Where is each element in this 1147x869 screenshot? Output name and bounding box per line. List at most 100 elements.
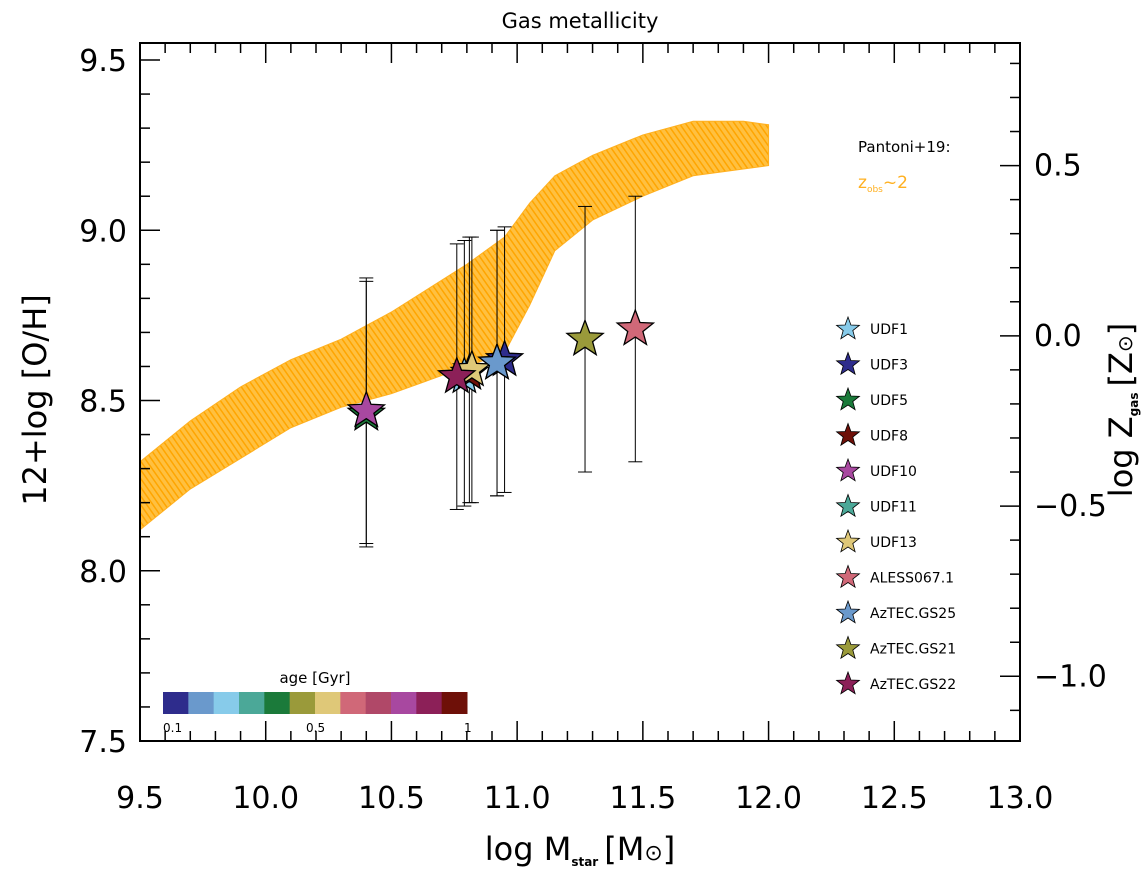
colorbar-swatch — [340, 692, 367, 714]
legend-entry-UDF5: UDF5 — [835, 386, 908, 411]
legend: UDF1 UDF3 UDF5 UDF8 UDF10 UDF11 UDF13 ALESS067.… — [835, 315, 956, 695]
x-tick-label: 10.5 — [358, 781, 425, 816]
legend-star-UDF13 — [835, 528, 861, 553]
star-marker-AzTEC.GS25 — [477, 342, 517, 380]
legend-entry-AzTEC.GS22: AzTEC.GS22 — [835, 670, 956, 695]
x-axis-sun-symbol: ⊙ — [644, 841, 662, 866]
colorbar-swatch — [416, 692, 443, 714]
legend-label-AzTEC.GS21: AzTEC.GS21 — [870, 642, 956, 658]
plot-frame — [139, 42, 1021, 742]
y2-axis-title: log Zgas [Z⊙] — [1102, 323, 1141, 497]
colorbar-swatch — [391, 692, 417, 714]
y2-tick-labels: 0.5 0.0 −0.5 −1.0 — [1034, 149, 1107, 695]
pantoni-band — [140, 120, 770, 531]
y-tick-label: 9.5 — [79, 44, 127, 79]
y2-axis-sun-symbol: ⊙ — [1113, 335, 1137, 352]
legend-star-UDF1 — [835, 315, 861, 340]
legend-entry-UDF10: UDF10 — [835, 457, 917, 482]
y-tick-labels: 7.5 8.0 8.5 9.0 9.5 — [79, 44, 127, 760]
legend-entry-UDF8: UDF8 — [835, 422, 908, 447]
x-axis-sub: star — [571, 855, 598, 869]
legend-label-AzTEC.GS25: AzTEC.GS25 — [870, 606, 956, 622]
legend-star-UDF11 — [835, 493, 861, 518]
colorbar-tick-0: 0.1 — [163, 721, 182, 735]
y2-tick-label: 0.0 — [1034, 319, 1082, 354]
x-tick-label: 10.0 — [232, 781, 299, 816]
x-tick-label: 12.0 — [735, 781, 802, 816]
colorbar-title: age [Gyr] — [279, 669, 350, 687]
legend-label-UDF3: UDF3 — [870, 358, 908, 374]
x-tick-label: 11.0 — [484, 781, 551, 816]
x-axis-main: log M — [485, 830, 572, 868]
colorbar-swatch — [365, 692, 392, 714]
band-note-z-sub: obs — [867, 185, 883, 195]
legend-star-UDF10 — [835, 457, 861, 482]
legend-entry-UDF3: UDF3 — [835, 351, 908, 376]
x-tick-label: 11.5 — [609, 781, 676, 816]
x-axis-unit-open: [M — [604, 830, 644, 868]
legend-star-UDF5 — [835, 386, 861, 411]
colorbar-ticks: 0.1 0.5 1 — [163, 721, 472, 735]
marker-layer — [346, 308, 656, 432]
band-note-z: zobs~2 — [858, 173, 908, 195]
y2-tick-label: −1.0 — [1034, 659, 1107, 694]
legend-entry-AzTEC.GS25: AzTEC.GS25 — [835, 599, 956, 624]
legend-entry-ALESS067.1: ALESS067.1 — [835, 564, 954, 589]
legend-entry-UDF11: UDF11 — [835, 493, 917, 518]
colorbar-swatch — [289, 692, 316, 714]
x-tick-label: 9.5 — [116, 781, 164, 816]
colorbar-swatch — [264, 692, 291, 714]
y-tick-label: 9.0 — [79, 214, 127, 249]
y2-tick-label: −0.5 — [1034, 489, 1107, 524]
legend-label-UDF5: UDF5 — [870, 393, 908, 409]
legend-label-UDF11: UDF11 — [870, 500, 917, 516]
y2-tick-label: 0.5 — [1034, 149, 1082, 184]
y2-axis-unit-open: [Z — [1102, 352, 1140, 386]
legend-star-ALESS067.1 — [835, 564, 861, 589]
legend-label-UDF1: UDF1 — [870, 322, 908, 338]
colorbar-swatch — [213, 692, 240, 714]
legend-star-AzTEC.GS21 — [835, 635, 861, 660]
pantoni-band-layer — [140, 120, 770, 531]
colorbar — [163, 692, 468, 714]
legend-label-AzTEC.GS22: AzTEC.GS22 — [870, 677, 956, 693]
legend-star-AzTEC.GS25 — [835, 599, 861, 624]
x-axis-title: log Mstar [M⊙] — [485, 830, 675, 869]
star-marker-AzTEC.GS21 — [565, 318, 605, 357]
colorbar-swatch — [163, 692, 189, 714]
tick-layer — [139, 43, 1021, 742]
legend-label-UDF13: UDF13 — [870, 535, 917, 551]
legend-star-UDF3 — [835, 351, 861, 376]
x-tick-label: 13.0 — [987, 781, 1054, 816]
y-axis-title: 12+log [O/H] — [16, 294, 54, 505]
x-tick-labels: 9.5 10.0 10.5 11.0 11.5 12.0 12.5 13.0 — [116, 781, 1053, 816]
colorbar-swatch — [188, 692, 215, 714]
colorbar-tick-2: 1 — [464, 721, 472, 735]
y2-axis-main: log Z — [1102, 416, 1140, 497]
legend-entry-AzTEC.GS21: AzTEC.GS21 — [835, 635, 956, 660]
band-note-z-main: z — [858, 173, 867, 193]
legend-star-AzTEC.GS22 — [835, 670, 861, 695]
colorbar-swatch — [315, 692, 341, 714]
y2-axis-unit-close: ] — [1102, 323, 1140, 335]
y-tick-label: 8.5 — [79, 385, 127, 420]
x-axis-unit-close: ] — [663, 830, 675, 868]
legend-star-UDF8 — [835, 422, 861, 447]
legend-label-ALESS067.1: ALESS067.1 — [870, 571, 954, 587]
chart-title: Gas metallicity — [502, 9, 659, 33]
y-tick-label: 8.0 — [79, 555, 127, 590]
colorbar-tick-1: 0.5 — [306, 721, 325, 735]
star-marker-ALESS067.1 — [615, 308, 656, 346]
y2-axis-sub: gas — [1127, 392, 1141, 416]
band-note-z-rest: ~2 — [883, 173, 908, 193]
legend-label-UDF10: UDF10 — [870, 464, 917, 480]
band-note-label: Pantoni+19: — [858, 138, 951, 156]
legend-entry-UDF1: UDF1 — [835, 315, 908, 340]
y-tick-label: 7.5 — [79, 725, 127, 760]
star-marker-AzTEC.GS22 — [436, 355, 477, 394]
colorbar-swatch — [239, 692, 265, 714]
star-marker-UDF10 — [346, 389, 387, 428]
legend-entry-UDF13: UDF13 — [835, 528, 917, 553]
x-tick-label: 12.5 — [861, 781, 928, 816]
